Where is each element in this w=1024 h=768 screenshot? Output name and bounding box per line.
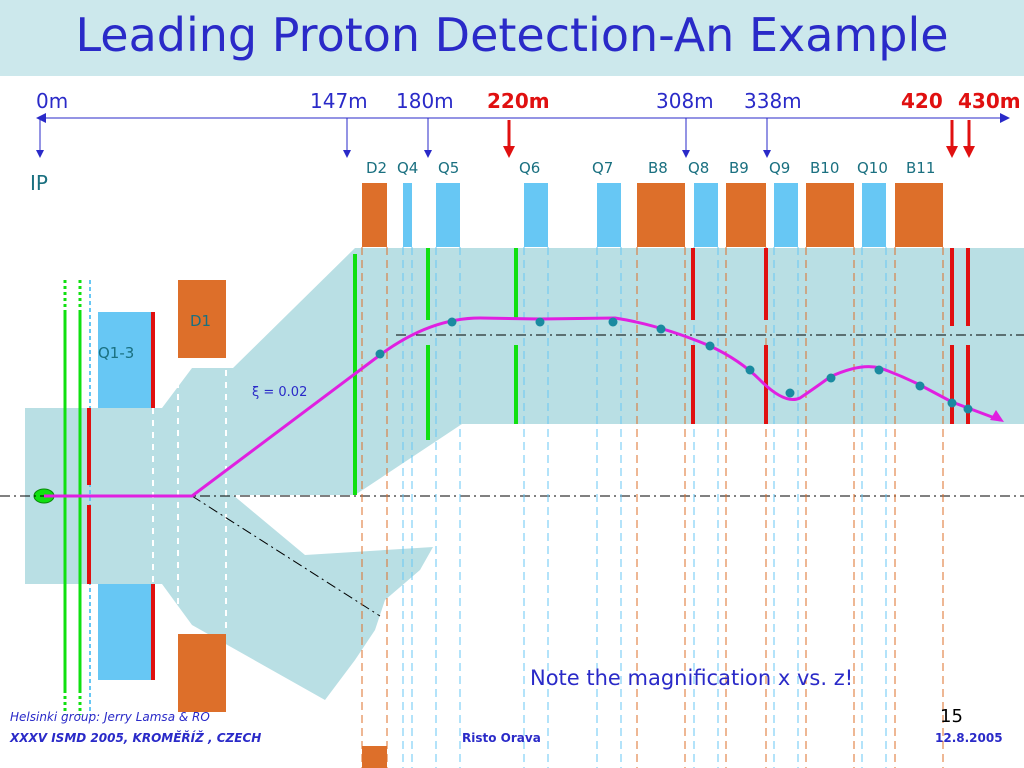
trajectory-point [745,365,755,375]
beampipe [25,248,1024,700]
magnet-q6 [524,183,548,247]
distance-labels: 0m 147m 180m 220m 308m 338m 420 430m [36,89,1021,113]
magnet-q4 [403,183,412,247]
distance-label: 0m [36,89,68,113]
magnet-b10 [806,183,854,247]
magnet-b9 [726,183,766,247]
q13-upper-magnet [98,312,154,408]
pos-arrow-head-red [503,146,515,158]
magnet-b8 [637,183,685,247]
magnification-note: Note the magnification x vs. z! [530,666,854,690]
magnet-label: Q4 [397,159,418,177]
magnet-label: Q7 [592,159,613,177]
magnet-label: Q9 [769,159,790,177]
ip-label: IP [30,171,48,195]
trajectory-points [375,317,973,414]
d1-lower-magnet [178,634,226,712]
position-arrows [36,118,975,158]
distance-label: 147m [310,89,368,113]
trajectory-point [874,365,884,375]
q13-lower-magnet [98,584,154,680]
footer-author: Risto Orava [462,731,541,745]
slide-title: Leading Proton Detection-An Example [75,8,949,62]
magnet-label: Q8 [688,159,709,177]
trajectory-point [375,349,385,359]
trajectory-point [826,373,836,383]
trajectory-point [535,317,545,327]
distance-label: 308m [656,89,714,113]
distance-axis-arrow-right [1000,113,1010,123]
magnet-labels: D2 Q4 Q5 Q6 Q7 B8 Q8 B9 Q9 B10 Q10 B11 [366,159,935,177]
trajectory-point [705,341,715,351]
pos-arrow-head [763,150,771,158]
distance-axis-arrow-left [36,113,46,123]
magnet-d2 [362,183,387,247]
page-number: 15 [940,706,963,727]
magnet-label: B11 [906,159,935,177]
trajectory-point [915,381,925,391]
magnet-blocks [362,183,943,768]
footer-conference: XXXV ISMD 2005, KROMĚŘÍŽ , CZECH [10,731,262,745]
magnet-label: Q5 [438,159,459,177]
footer-group: Helsinki group: Jerry Lamsa & RO [10,710,210,724]
magnet-q7 [597,183,621,247]
secondary-axis-line [191,495,381,617]
magnet-d2-bottom [362,746,387,768]
trajectory-point [656,324,666,334]
d1-upper-magnet [178,280,226,358]
magnet-q5 [436,183,460,247]
pos-arrow-head-red [946,146,958,158]
pos-arrow-head [424,150,432,158]
distance-label: 420 [901,89,943,113]
d1-label: D1 [190,312,211,330]
distance-label: 430m [958,89,1021,113]
pos-arrow-head-red [963,146,975,158]
q13-label: Q1-3 [98,344,134,362]
magnet-q8 [694,183,718,247]
title-band [0,0,1024,76]
trajectory-point [947,398,957,408]
magnet-label: Q6 [519,159,540,177]
trajectory-point [785,388,795,398]
footer-date: 12.8.2005 [935,731,1003,745]
vertical-guides [361,247,944,768]
magnet-label: B8 [648,159,668,177]
ip-arrow-head [36,150,44,158]
distance-label: 180m [396,89,454,113]
magnet-label: Q10 [857,159,888,177]
pos-arrow-head [682,150,690,158]
pos-arrow-head [343,150,351,158]
magnet-label: B9 [729,159,749,177]
trajectory-arrowhead [990,410,1004,422]
magnet-q10 [862,183,886,247]
trajectory-point [447,317,457,327]
distance-label: 220m [487,89,550,113]
trajectory-point [963,404,973,414]
xi-label: ξ = 0.02 [252,385,307,400]
magnet-q9 [774,183,798,247]
magnet-label: D2 [366,159,387,177]
distance-label: 338m [744,89,802,113]
magnet-label: B10 [810,159,839,177]
beampipe-left [25,248,1024,700]
trajectory-point [608,317,618,327]
magnet-b11 [895,183,943,247]
